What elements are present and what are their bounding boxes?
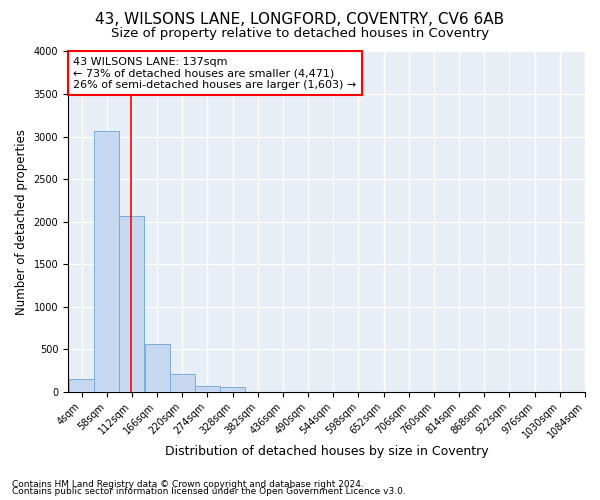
Text: 43 WILSONS LANE: 137sqm
← 73% of detached houses are smaller (4,471)
26% of semi: 43 WILSONS LANE: 137sqm ← 73% of detache… (73, 56, 356, 90)
Bar (119, 216, 145, 392)
X-axis label: Distribution of detached houses by size in Coventry: Distribution of detached houses by size … (165, 444, 488, 458)
Bar (69, 379, 94, 392)
Bar (145, 344, 170, 392)
Bar (170, 374, 195, 392)
Text: 43, WILSONS LANE, LONGFORD, COVENTRY, CV6 6AB: 43, WILSONS LANE, LONGFORD, COVENTRY, CV… (95, 12, 505, 28)
Y-axis label: Number of detached properties: Number of detached properties (15, 128, 28, 314)
Text: Size of property relative to detached houses in Coventry: Size of property relative to detached ho… (111, 28, 489, 40)
Text: Contains public sector information licensed under the Open Government Licence v3: Contains public sector information licen… (12, 487, 406, 496)
Bar (195, 386, 220, 392)
Text: Contains HM Land Registry data © Crown copyright and database right 2024.: Contains HM Land Registry data © Crown c… (12, 480, 364, 489)
Bar (94, 132, 119, 392)
Bar (220, 387, 245, 392)
